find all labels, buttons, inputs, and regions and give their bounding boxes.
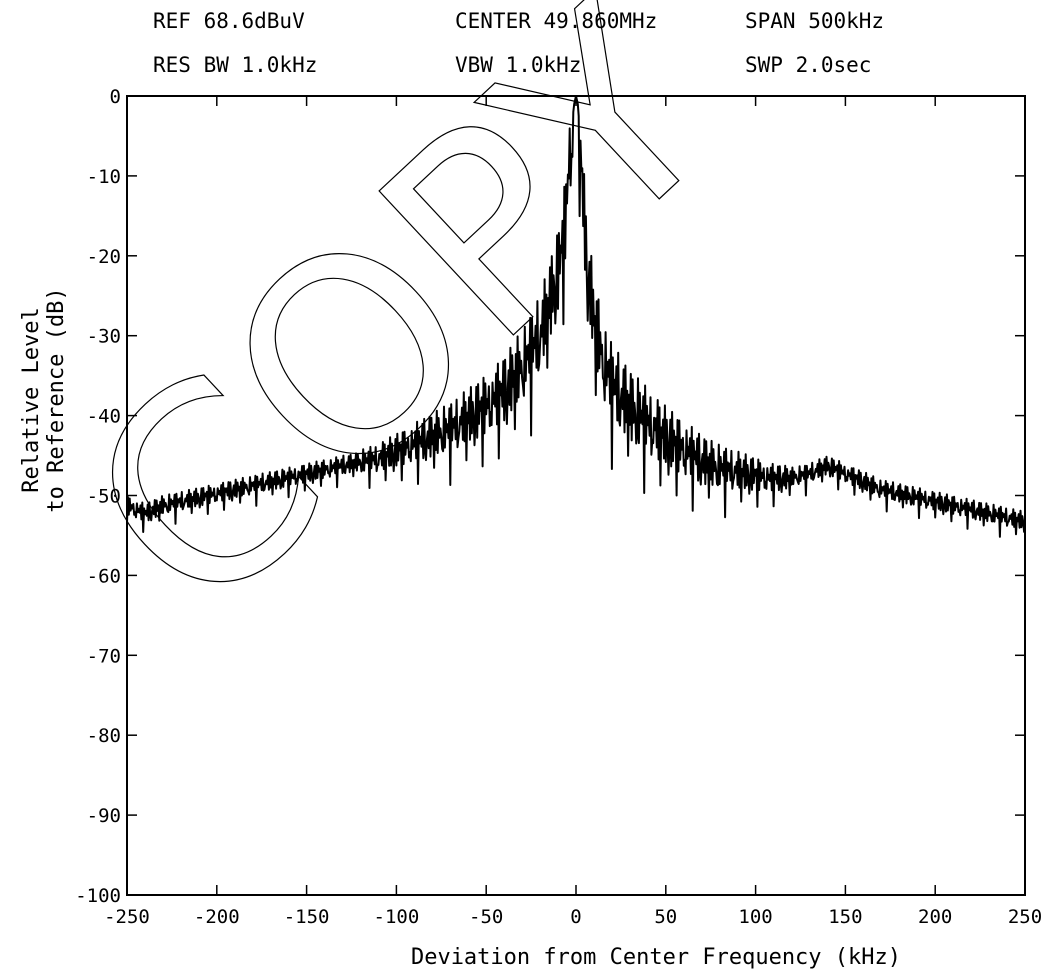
sweep-time-label: SWP 2.0sec [745,53,871,77]
x-tick-label: -100 [374,906,420,928]
copy-watermark: COPY [29,0,776,674]
x-tick-label: 100 [738,906,772,928]
x-tick-label: 250 [1008,906,1042,928]
x-tick-label: -250 [104,906,150,928]
axis-ticks [126,95,1026,896]
x-tick-label: 150 [828,906,862,928]
y-tick-label: -100 [75,885,121,907]
y-tick-label: -30 [87,326,121,348]
vbw-label: VBW 1.0kHz [455,53,581,77]
x-tick-label: 0 [570,906,581,928]
y-axis-title: Relative Level to Reference (dB) [19,287,69,512]
y-tick-label: 0 [110,86,121,108]
y-axis-title-line2: to Reference (dB) [44,287,69,512]
y-tick-label: -70 [87,645,121,667]
spectrum-trace [126,95,1026,538]
y-tick-label: -20 [87,246,121,268]
y-tick-label: -40 [87,406,121,428]
x-axis-title: Deviation from Center Frequency (kHz) [411,945,901,970]
res-bw-label: RES BW 1.0kHz [153,53,317,77]
x-tick-label: -150 [284,906,330,928]
y-tick-label: -10 [87,166,121,188]
y-tick-label: -90 [87,805,121,827]
y-tick-label: -50 [87,486,121,508]
span-label: SPAN 500kHz [745,9,884,33]
x-tick-label: -50 [469,906,503,928]
y-tick-labels: 0 -10 -20 -30 -40 -50 -60 -70 -80 -90 -100 [75,86,121,907]
watermark-text: COPY [29,0,775,673]
x-tick-label: -200 [194,906,240,928]
y-tick-label: -80 [87,725,121,747]
x-tick-label: 200 [918,906,952,928]
ref-level-label: REF 68.6dBuV [153,9,305,33]
x-tick-label: 50 [654,906,677,928]
x-tick-labels: -250 -200 -150 -100 -50 0 50 100 150 200 250 [104,906,1042,928]
y-axis-title-line1: Relative Level [19,307,44,492]
y-tick-label: -60 [87,565,121,587]
center-frequency-label: CENTER 49.860MHz [455,9,657,33]
analyzer-header: REF 68.6dBuV CENTER 49.860MHz SPAN 500kH… [153,9,884,77]
